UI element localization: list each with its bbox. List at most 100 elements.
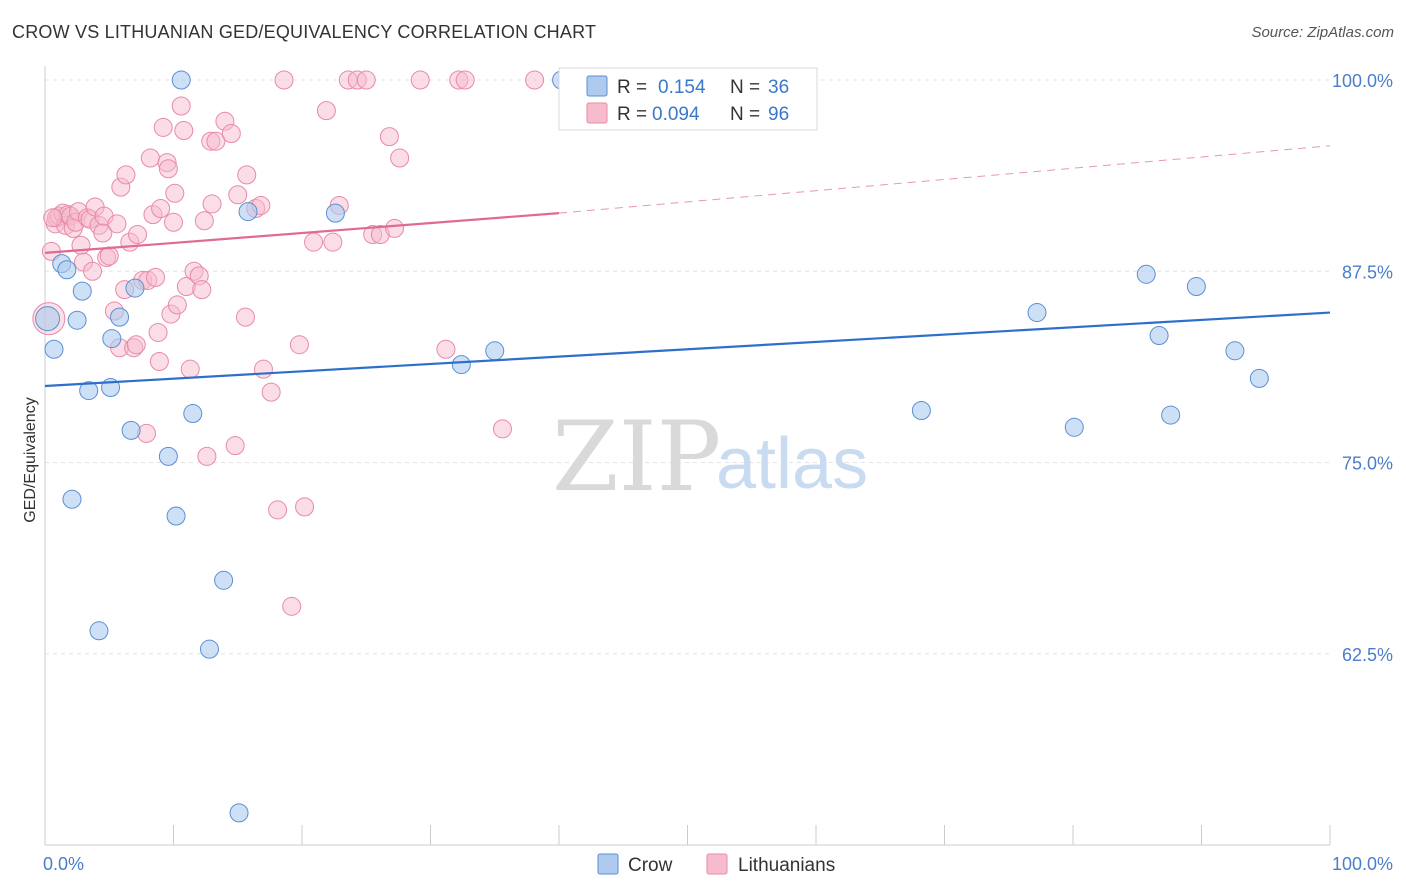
- legend-swatch-crow: [586, 75, 608, 97]
- lithuanians-point: [282, 596, 302, 616]
- crow-point: [110, 307, 130, 327]
- lithuanians-point: [436, 339, 456, 359]
- lithuanians-point: [174, 120, 194, 140]
- lithuanians-points: [32, 70, 579, 616]
- y-tick-labels: 62.5% 75.0% 87.5% 100.0%: [1332, 71, 1393, 665]
- crow-point: [183, 404, 203, 424]
- crow-point: [1186, 277, 1206, 297]
- lithuanians-point: [151, 199, 171, 219]
- legend-crow-r-value: 0.154: [658, 77, 706, 98]
- x-tick-label-1: 100.0%: [1332, 854, 1393, 874]
- lithuanians-point: [295, 497, 315, 517]
- axes: [44, 66, 1331, 846]
- lithuanians-point: [455, 70, 475, 90]
- crow-point: [1225, 341, 1245, 361]
- lithuanians-point: [158, 159, 178, 179]
- lithuanians-point: [323, 232, 343, 252]
- crow-point: [238, 202, 258, 222]
- lithuanians-point: [206, 131, 226, 151]
- crow-point: [1027, 303, 1047, 323]
- crow-point: [451, 355, 471, 375]
- crow-point: [171, 70, 191, 90]
- legend-lith-r-value: 0.094: [652, 104, 700, 125]
- lithuanians-point: [225, 436, 245, 456]
- lithuanians-point: [235, 307, 255, 327]
- crow-point: [44, 339, 64, 359]
- lithuanians-point: [202, 194, 222, 214]
- crow-point: [62, 489, 82, 509]
- crow-point: [485, 341, 505, 361]
- bottom-legend-swatch-lithuanians: [706, 853, 728, 875]
- crow-point: [57, 260, 77, 280]
- lithuanians-point: [137, 423, 157, 443]
- crow-point: [199, 639, 219, 659]
- x-tick-label-0: 0.0%: [43, 854, 84, 874]
- lithuanians-point: [99, 246, 119, 266]
- crow-point: [89, 621, 109, 641]
- lithuanians-point: [525, 70, 545, 90]
- crow-point: [325, 203, 345, 223]
- lithuanians-point: [410, 70, 430, 90]
- lithuanians-point: [274, 70, 294, 90]
- crow-point: [1064, 417, 1084, 437]
- crow-points: [35, 70, 1269, 823]
- crow-point: [1249, 368, 1269, 388]
- lithuanians-point: [385, 218, 405, 238]
- x-tick-labels: 0.0% 100.0%: [43, 854, 1393, 874]
- lithuanians-point: [268, 500, 288, 520]
- crow-point: [102, 329, 122, 349]
- lithuanians-point: [379, 127, 399, 147]
- bottom-legend-swatch-crow: [597, 853, 619, 875]
- crow-point: [158, 446, 178, 466]
- legend-lith-n-label: N =: [730, 104, 760, 125]
- grid-lines: [45, 79, 1330, 655]
- crow-point: [1136, 264, 1156, 284]
- lithuanians-point: [304, 232, 324, 252]
- y-axis-label: GED/Equivalency: [22, 397, 39, 522]
- lithuanians-point: [167, 295, 187, 315]
- lithuanians-point: [261, 382, 281, 402]
- lithuanians-point: [153, 117, 173, 137]
- legend-crow-n-value: 36: [768, 77, 789, 98]
- lithuanians-point: [221, 124, 241, 144]
- watermark-atlas: atlas: [716, 424, 868, 504]
- lithuanians-point: [126, 335, 146, 355]
- lithuanians-point: [171, 96, 191, 116]
- lithuanians-point: [197, 446, 217, 466]
- lithuanians-point: [492, 419, 512, 439]
- lithuanians-point: [165, 183, 185, 203]
- crow-point: [166, 506, 186, 526]
- lithuanians-point: [237, 165, 257, 185]
- lithuanians-point: [146, 267, 166, 287]
- lithuanians-point: [228, 185, 248, 205]
- lithuanians-point: [356, 70, 376, 90]
- bottom-legend-lithuanians: Lithuanians: [738, 855, 835, 876]
- lithuanians-point: [140, 148, 160, 168]
- lithuanians-point: [116, 165, 136, 185]
- crow-point: [35, 306, 61, 332]
- trend-lines: [44, 145, 1331, 388]
- lithuanians-point: [128, 225, 148, 245]
- lithuanians-trend-extension: [558, 145, 1331, 214]
- y-tick-label-3: 100.0%: [1332, 71, 1393, 91]
- crow-point: [72, 281, 92, 301]
- y-tick-label-2: 87.5%: [1342, 262, 1393, 282]
- lithuanians-point: [180, 359, 200, 379]
- lithuanians-point: [107, 214, 127, 234]
- crow-point: [1149, 326, 1169, 346]
- crow-point: [125, 278, 145, 298]
- series-legend: Crow Lithuanians: [597, 853, 835, 876]
- crow-point: [214, 570, 234, 590]
- stats-legend: R = 0.154 N = 36 R = 0.094 N = 96: [558, 67, 818, 131]
- legend-crow-n-label: N =: [730, 77, 760, 98]
- crow-point: [79, 381, 99, 401]
- chart-title: CROW VS LITHUANIAN GED/EQUIVALENCY CORRE…: [12, 22, 597, 42]
- crow-point: [121, 420, 141, 440]
- lithuanians-point: [253, 359, 273, 379]
- lithuanians-point: [194, 211, 214, 231]
- lithuanians-point: [289, 335, 309, 355]
- bottom-legend-crow: Crow: [628, 855, 673, 876]
- lithuanians-point: [390, 148, 410, 168]
- crow-point: [1161, 405, 1181, 425]
